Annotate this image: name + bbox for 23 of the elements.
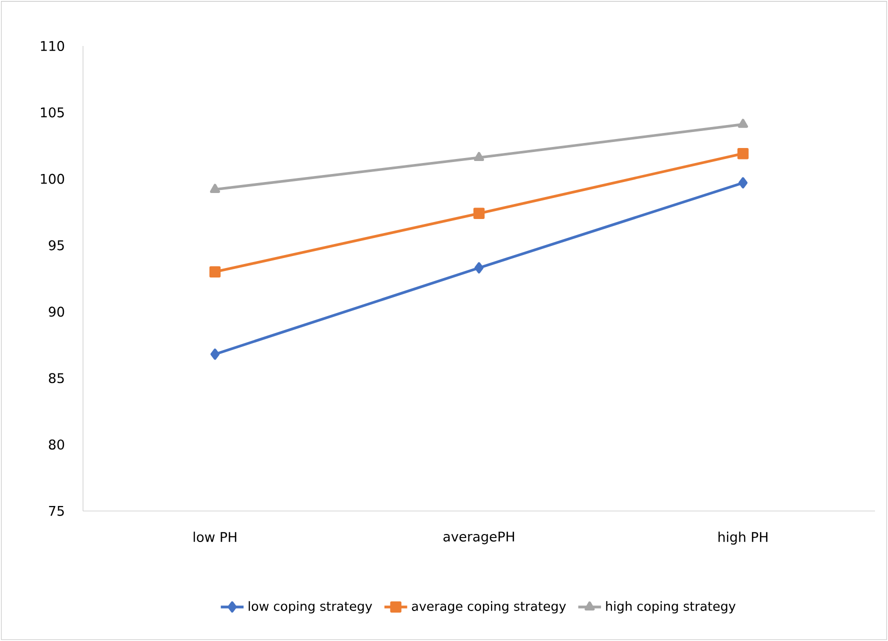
point (738, 177, 748, 188)
legend-label: low coping strategy (248, 601, 372, 614)
point (473, 208, 485, 219)
point (737, 148, 749, 160)
point (474, 152, 484, 162)
y-tick-label: 90 (48, 306, 64, 317)
x-tick-label: high PH (718, 532, 768, 545)
point (474, 262, 484, 274)
y-tick-label: 110 (40, 40, 64, 52)
legend-label: high coping strategy (606, 601, 736, 614)
x-tick-label: low PH (194, 532, 236, 542)
y-tick-label: 100 (40, 174, 64, 184)
y-tick-label: 95 (48, 240, 64, 250)
x-tick-label: averagePH (443, 532, 514, 544)
y-tick-label: 105 (40, 107, 64, 118)
point (210, 184, 220, 193)
point (209, 266, 221, 278)
y-tick-label: 85 (48, 373, 64, 384)
y-tick-label: 80 (48, 440, 64, 450)
point (738, 118, 748, 128)
point (210, 348, 220, 360)
y-tick-label: 75 (49, 506, 64, 516)
legend-label: average coping strategy (412, 601, 566, 614)
